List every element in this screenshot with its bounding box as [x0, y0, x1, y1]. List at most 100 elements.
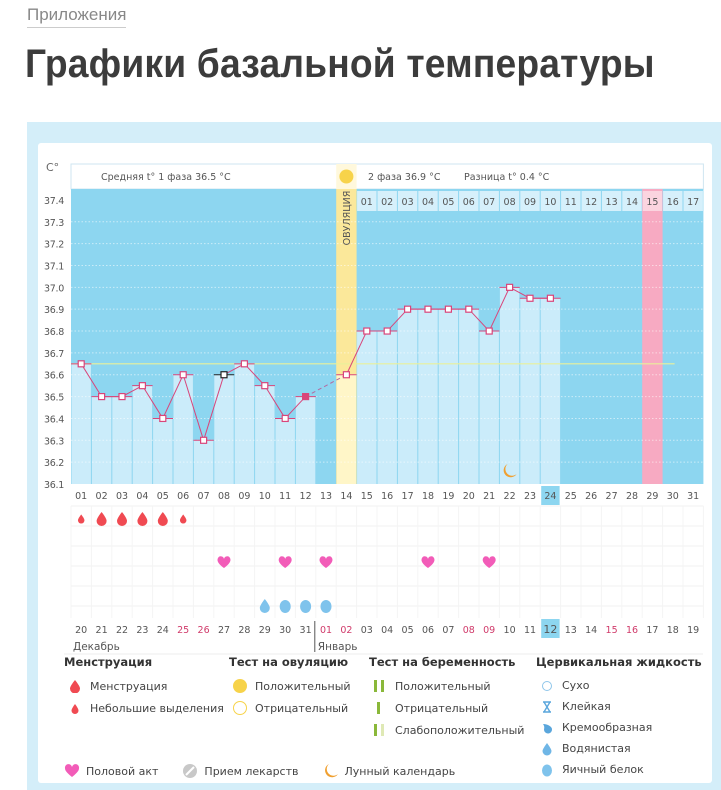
calendar-date-label[interactable]: 26 — [198, 625, 210, 636]
temperature-point[interactable] — [383, 327, 391, 335]
calendar-date-label[interactable]: 13 — [565, 625, 577, 636]
watery-fluid-icon[interactable] — [259, 599, 270, 613]
cycle-day-label[interactable]: 20 — [463, 491, 475, 502]
cycle-day-label[interactable]: 26 — [585, 491, 597, 502]
temperature-point[interactable] — [261, 382, 269, 390]
menstruation-drop-icon[interactable] — [137, 512, 148, 526]
temperature-point[interactable] — [138, 382, 146, 390]
cycle-day-label[interactable]: 10 — [259, 491, 271, 502]
calendar-date-label[interactable]: 06 — [422, 625, 434, 636]
cycle-day-label[interactable]: 11 — [279, 491, 291, 502]
spotting-drop-icon[interactable] — [77, 514, 85, 524]
calendar-date-label[interactable]: 29 — [259, 625, 271, 636]
cycle-day-label[interactable]: 18 — [422, 491, 434, 502]
calendar-date-label[interactable]: 11 — [524, 625, 536, 636]
cycle-day-label[interactable]: 23 — [524, 491, 536, 502]
temperature-point[interactable] — [77, 360, 85, 368]
calendar-date-label[interactable]: 15 — [606, 625, 618, 636]
cycle-day-label[interactable]: 24 — [544, 491, 556, 502]
temperature-point[interactable] — [485, 327, 493, 335]
calendar-date-label[interactable]: 22 — [116, 625, 128, 636]
cycle-day-label[interactable]: 07 — [198, 491, 210, 502]
egg-white-fluid-icon[interactable] — [279, 600, 291, 613]
cycle-day-label[interactable]: 21 — [483, 491, 495, 502]
calendar-date-label[interactable]: 14 — [585, 625, 597, 636]
temperature-point[interactable] — [363, 327, 371, 335]
calendar-date-label[interactable]: 25 — [177, 625, 189, 636]
calendar-date-label[interactable]: 20 — [75, 625, 87, 636]
cycle-day-label[interactable]: 29 — [646, 491, 658, 502]
temperature-point[interactable] — [179, 371, 187, 379]
egg-white-fluid-icon[interactable] — [320, 600, 332, 613]
calendar-date-label[interactable]: 04 — [381, 625, 393, 636]
cycle-day-label[interactable]: 03 — [116, 491, 128, 502]
heart-icon[interactable] — [278, 556, 292, 568]
cycle-day-label[interactable]: 06 — [177, 491, 189, 502]
cycle-day-label[interactable]: 14 — [340, 491, 352, 502]
heart-icon[interactable] — [421, 556, 435, 568]
calendar-date-label[interactable]: 09 — [483, 625, 495, 636]
calendar-date-label[interactable]: 02 — [340, 625, 352, 636]
calendar-date-label[interactable]: 16 — [626, 625, 638, 636]
temperature-point[interactable] — [546, 294, 555, 302]
calendar-date-label[interactable]: 30 — [279, 625, 291, 636]
temperature-point[interactable] — [200, 436, 208, 444]
calendar-date-label[interactable]: 05 — [402, 625, 414, 636]
calendar-date-label[interactable]: 28 — [238, 625, 250, 636]
temperature-point[interactable] — [465, 305, 473, 313]
cycle-day-label[interactable]: 05 — [157, 491, 169, 502]
temperature-point[interactable] — [342, 371, 350, 379]
calendar-date-label[interactable]: 31 — [300, 625, 312, 636]
calendar-date-label[interactable]: 21 — [96, 625, 108, 636]
breadcrumb[interactable]: Приложения — [27, 5, 127, 28]
cycle-day-label[interactable]: 15 — [361, 491, 373, 502]
menstruation-drop-icon[interactable] — [96, 512, 107, 526]
cycle-day-label[interactable]: 28 — [626, 491, 638, 502]
temperature-point[interactable] — [97, 392, 106, 401]
cycle-day-label[interactable]: 08 — [218, 491, 230, 502]
cycle-day-label[interactable]: 27 — [606, 491, 618, 502]
cycle-day-label[interactable]: 13 — [320, 491, 332, 502]
calendar-date-label[interactable]: 08 — [463, 625, 475, 636]
calendar-date-label[interactable]: 10 — [504, 625, 516, 636]
temperature-point[interactable] — [159, 414, 167, 423]
cycle-day-label[interactable]: 04 — [136, 491, 148, 502]
calendar-date-label[interactable]: 19 — [687, 625, 699, 636]
spotting-drop-icon[interactable] — [179, 514, 187, 524]
calendar-date-label[interactable]: 23 — [136, 625, 148, 636]
temperature-point[interactable] — [424, 305, 432, 313]
temperature-point[interactable] — [506, 283, 514, 291]
cycle-day-label[interactable]: 01 — [75, 491, 87, 502]
calendar-date-label[interactable]: 07 — [442, 625, 454, 636]
cycle-day-label[interactable]: 09 — [238, 491, 250, 502]
cycle-day-label[interactable]: 31 — [687, 491, 699, 502]
cycle-day-label[interactable]: 25 — [565, 491, 577, 502]
calendar-date-label[interactable]: 12 — [543, 623, 557, 636]
cycle-day-label[interactable]: 17 — [402, 491, 414, 502]
menstruation-drop-icon[interactable] — [157, 512, 168, 526]
temperature-point[interactable] — [220, 371, 228, 379]
calendar-date-label[interactable]: 24 — [157, 625, 169, 636]
cycle-day-label[interactable]: 22 — [504, 491, 516, 502]
calendar-date-label[interactable]: 01 — [320, 625, 332, 636]
heart-icon[interactable] — [319, 556, 333, 568]
cycle-day-label[interactable]: 02 — [96, 491, 108, 502]
heart-icon[interactable] — [482, 556, 496, 568]
egg-white-fluid-icon[interactable] — [300, 600, 312, 613]
menstruation-drop-icon[interactable] — [117, 512, 127, 526]
calendar-date-label[interactable]: 18 — [667, 625, 679, 636]
heart-icon[interactable] — [217, 556, 231, 568]
temperature-point[interactable] — [281, 414, 289, 423]
temperature-point[interactable] — [526, 294, 534, 302]
cycle-day-label[interactable]: 30 — [667, 491, 679, 502]
calendar-date-label[interactable]: 03 — [361, 625, 373, 636]
temperature-point[interactable] — [240, 360, 248, 368]
temperature-point[interactable] — [118, 392, 126, 401]
cycle-day-label[interactable]: 16 — [381, 491, 393, 502]
temperature-point[interactable] — [404, 305, 412, 313]
temperature-point[interactable] — [444, 305, 452, 313]
calendar-date-label[interactable]: 27 — [218, 625, 230, 636]
temperature-point[interactable] — [302, 392, 310, 401]
cycle-day-label[interactable]: 19 — [442, 491, 454, 502]
calendar-date-label[interactable]: 17 — [646, 625, 658, 636]
